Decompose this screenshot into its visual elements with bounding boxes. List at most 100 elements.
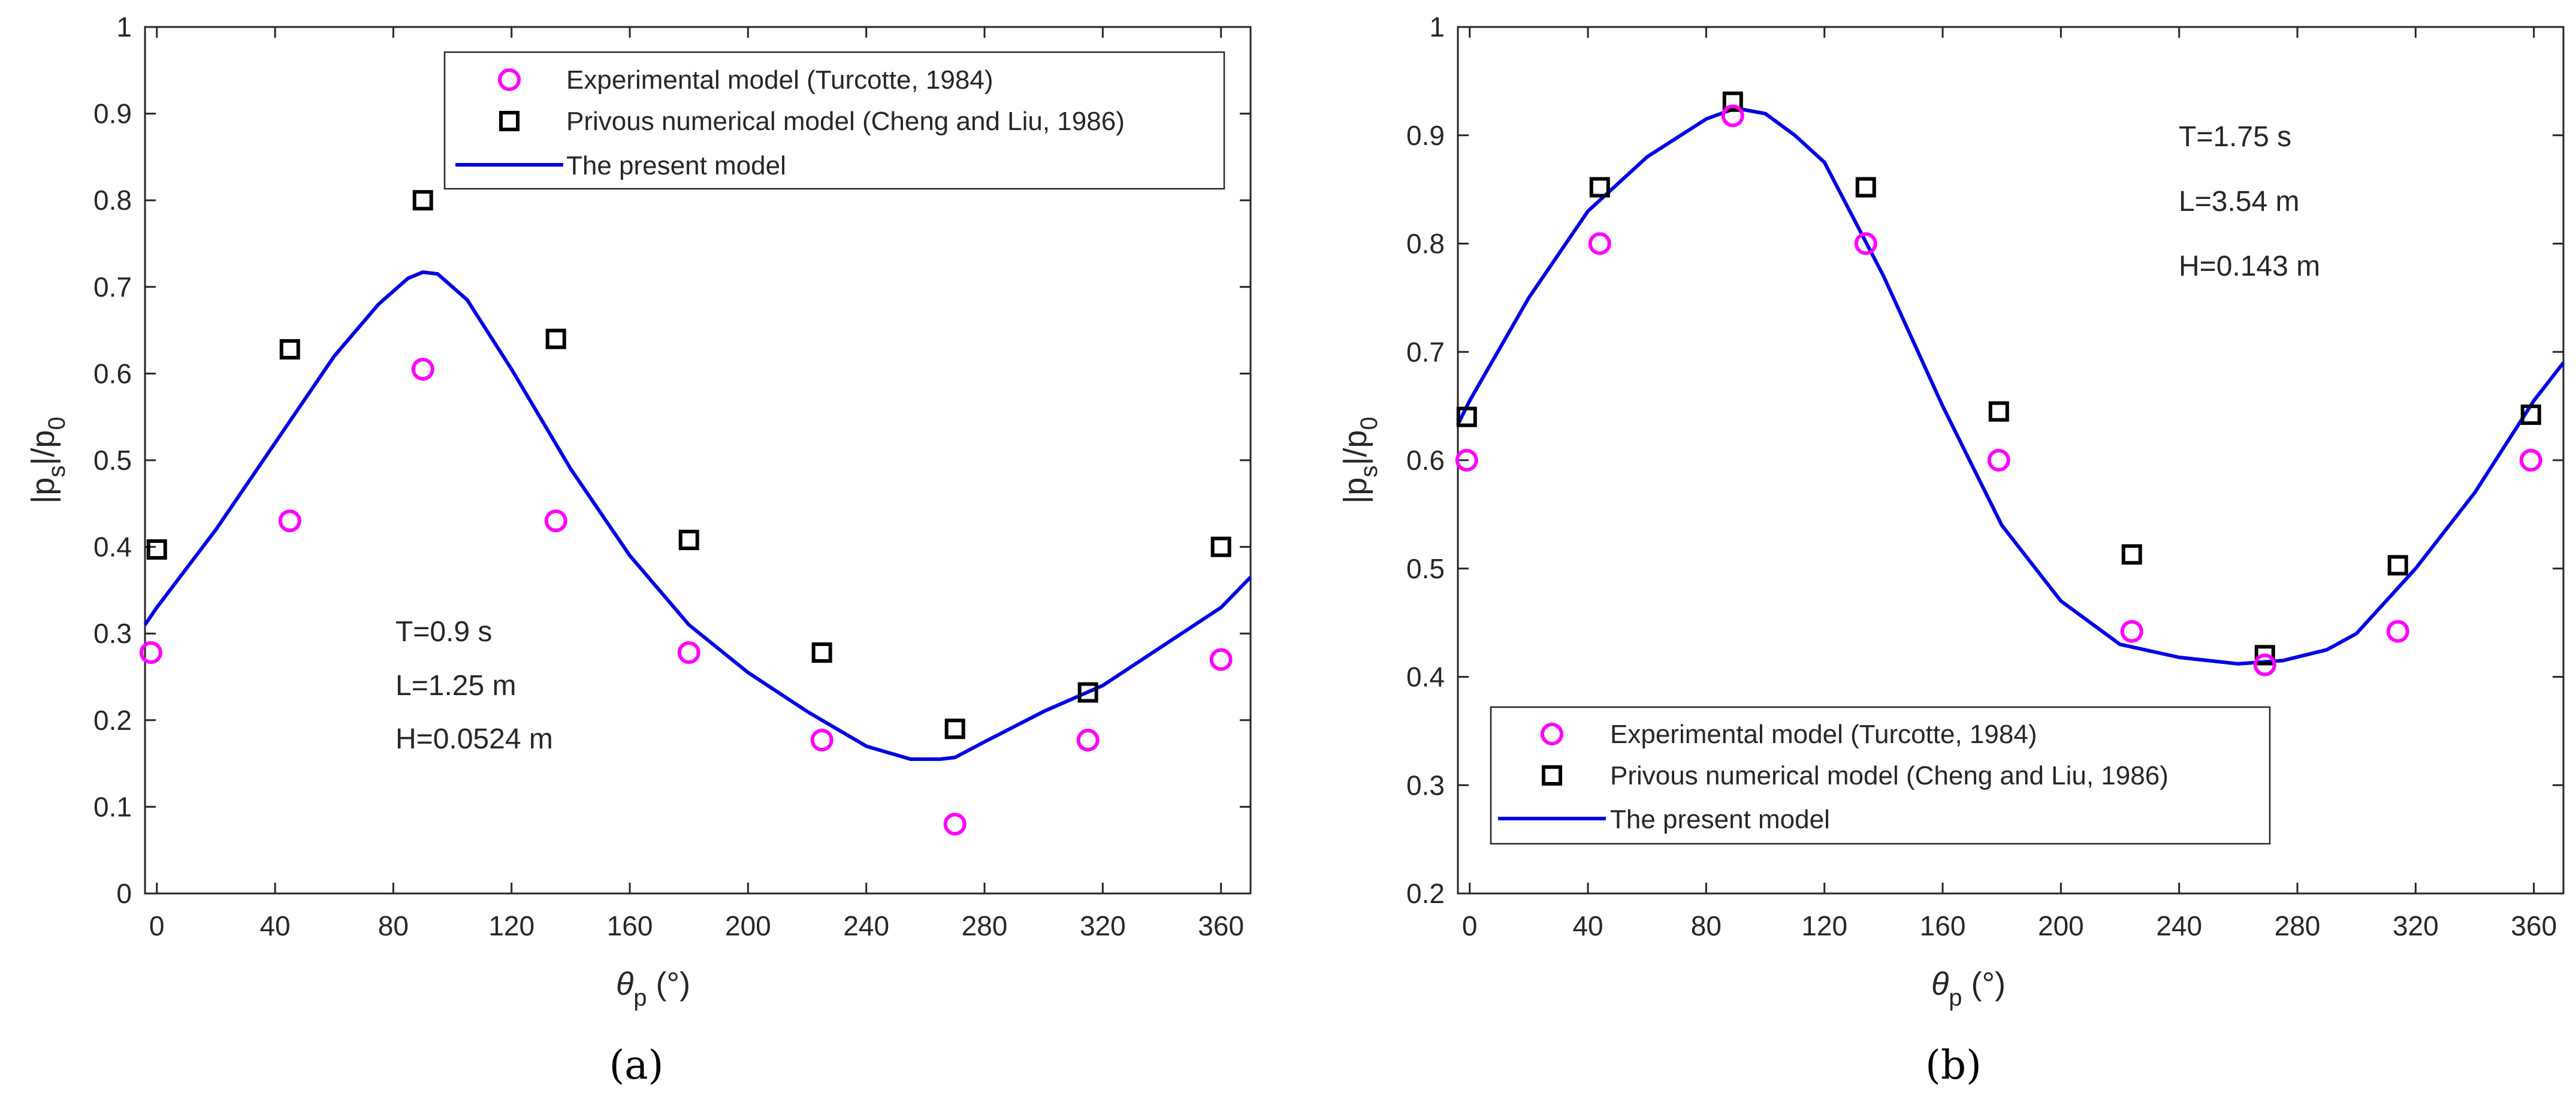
data-point-numerical: [944, 718, 965, 739]
panel-label-b: (b): [1925, 1042, 1982, 1088]
x-tick-label: 240: [2156, 910, 2202, 941]
legend-circle-marker-b: [1541, 723, 1563, 745]
y-tick-label: 0.9: [93, 98, 132, 129]
series-line-present-model: [1456, 106, 2565, 666]
data-point-numerical: [412, 190, 433, 211]
annotation-L: L=3.54 m: [2179, 186, 2299, 218]
data-point-numerical: [1077, 682, 1098, 703]
data-point-experimental: [2386, 620, 2409, 643]
y-tick-label: 0.7: [1406, 336, 1445, 367]
annotation-T: T=0.9 s: [395, 616, 492, 648]
annotation-L: L=1.25 m: [395, 670, 516, 702]
y-tick-label: 0.2: [93, 705, 132, 736]
legend-box-a: [443, 51, 1225, 190]
x-ticks-b: 0 40 80 120 160 200 240 280 320 360: [1462, 27, 2557, 941]
y-tick-label: 0.3: [93, 618, 132, 649]
y-tick-label: 0.9: [1406, 120, 1445, 151]
data-point-experimental: [1455, 449, 1478, 472]
y-tick-label: 0.5: [1406, 553, 1445, 584]
data-point-numerical: [146, 539, 167, 560]
x-tick-label: 200: [2038, 910, 2084, 941]
x-tick-label: 120: [1801, 910, 1847, 941]
data-point-experimental: [2120, 620, 2143, 643]
data-point-experimental: [1721, 104, 1744, 128]
data-point-experimental: [544, 509, 567, 533]
data-point-numerical: [811, 642, 832, 663]
annotations-b: T=1.75 s L=3.54 m H=0.143 m: [2179, 121, 2320, 282]
data-point-numerical: [2254, 645, 2275, 666]
y-ticks-a: 0 0.1 0.2 0.3 0.4 0.5 0.6 0.7 0.8 0.9 1: [93, 11, 1251, 909]
y-tick-label: 1: [116, 11, 132, 43]
y-tick-label: 0.8: [1406, 228, 1445, 259]
x-tick-label: 280: [2275, 910, 2321, 941]
series-line-present-model: [143, 270, 1252, 761]
y-tick-label: 0.6: [1406, 445, 1445, 476]
data-point-numerical: [2387, 555, 2408, 576]
legend-label-experimental-b: Experimental model (Turcotte, 1984): [1610, 720, 2037, 749]
legend-circle-marker-a: [498, 68, 521, 91]
data-point-experimental: [1076, 729, 1100, 752]
data-point-experimental: [411, 358, 434, 381]
x-tick-label: 0: [149, 910, 165, 941]
y-ticks-b: 0.2 0.3 0.4 0.5 0.6 0.7 0.8 0.9 1: [1406, 11, 2563, 909]
data-point-numerical: [545, 328, 566, 349]
data-point-experimental: [1854, 232, 1877, 255]
legend-label-numerical-b: Privous numerical model (Cheng and Liu, …: [1610, 761, 2169, 790]
x-tick-label: 320: [2393, 910, 2439, 941]
y-tick-label: 0: [116, 878, 132, 909]
x-axis-label-a: θp (°): [616, 966, 690, 1011]
data-point-experimental: [1987, 449, 2010, 472]
y-tick-label: 0.1: [93, 791, 132, 822]
data-point-numerical: [1210, 536, 1231, 557]
data-point-experimental: [677, 641, 700, 665]
y-axis-label-b: |ps|/p0: [1337, 416, 1382, 503]
data-point-numerical: [1722, 91, 1743, 112]
x-tick-label: 120: [488, 910, 534, 941]
x-tick-label: 360: [2511, 910, 2557, 941]
legend-square-marker-a: [499, 111, 520, 131]
y-tick-label: 1: [1429, 11, 1445, 43]
series-layer-a: [139, 190, 1252, 836]
legend-b: Experimental model (Turcotte, 1984) Priv…: [1490, 706, 2271, 845]
legend-label-present-b: The present model: [1610, 805, 1830, 834]
data-point-experimental: [1588, 232, 1611, 255]
chart-panel-a: 0 0.1 0.2 0.3 0.4 0.5 0.6 0.7 0.8 0.9 1 0 40 80 120 16…: [25, 11, 1252, 1088]
data-point-numerical: [1988, 401, 2009, 422]
data-point-experimental: [810, 729, 833, 752]
x-tick-label: 0: [1462, 910, 1478, 941]
annotation-H: H=0.143 m: [2179, 250, 2320, 282]
annotation-H: H=0.0524 m: [395, 723, 553, 755]
x-tick-label: 40: [1572, 910, 1603, 941]
series-layer-b: [1455, 91, 2565, 677]
data-point-numerical: [2121, 544, 2142, 565]
y-tick-label: 0.3: [1406, 769, 1445, 801]
y-tick-label: 0.7: [93, 271, 132, 303]
data-point-numerical: [279, 339, 300, 360]
data-point-experimental: [2253, 653, 2276, 677]
y-axis-label-a: |ps|/p0: [25, 416, 70, 503]
legend-box-b: [1490, 706, 2271, 845]
legend-label-numerical-a: Privous numerical model (Cheng and Liu, …: [566, 107, 1125, 136]
legend-label-present-a: The present model: [566, 151, 786, 180]
x-ticks-a: 0 40 80 120 160 200 240 280 320 360: [149, 27, 1244, 941]
x-tick-label: 40: [259, 910, 290, 941]
x-tick-label: 360: [1198, 910, 1244, 941]
data-point-experimental: [1209, 648, 1233, 671]
legend-label-experimental-a: Experimental model (Turcotte, 1984): [566, 65, 993, 95]
data-point-experimental: [278, 509, 301, 533]
data-point-experimental: [943, 813, 967, 836]
x-tick-label: 240: [843, 910, 889, 941]
y-tick-label: 0.8: [93, 185, 132, 216]
data-point-numerical: [1855, 177, 1876, 198]
x-tick-label: 160: [1920, 910, 1966, 941]
x-axis-label-b: θp (°): [1931, 966, 2006, 1011]
legend-a: Experimental model (Turcotte, 1984) Priv…: [443, 51, 1225, 190]
x-tick-label: 160: [607, 910, 653, 941]
chart-panel-b: 0.2 0.3 0.4 0.5 0.6 0.7 0.8 0.9 1 0 40 80 120 160 200…: [1337, 11, 2565, 1088]
legend-square-marker-b: [1542, 765, 1562, 786]
data-point-experimental: [2519, 449, 2542, 472]
data-point-numerical: [1589, 177, 1610, 198]
annotation-T: T=1.75 s: [2179, 121, 2291, 153]
x-tick-label: 80: [1691, 910, 1722, 941]
